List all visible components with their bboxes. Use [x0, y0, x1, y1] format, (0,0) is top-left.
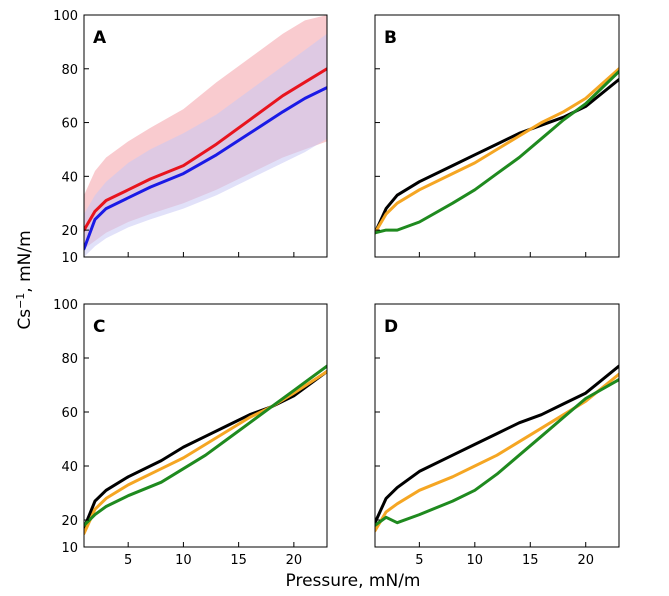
- x-tick-label-c: 5: [124, 553, 132, 568]
- panel-b: B: [374, 14, 620, 258]
- y-axis-label: Cs−1, mN/m: [14, 230, 36, 329]
- y-axis-label-exponent: −1: [14, 293, 27, 309]
- y-tick-label-c: 80: [61, 352, 78, 367]
- panel-d: 5 10 15 20 D: [374, 303, 620, 568]
- y-tick-label-a: 60: [61, 117, 78, 132]
- plot-area-d: [375, 364, 619, 533]
- series-green-b: [375, 70, 619, 235]
- axes-frame-b: [374, 14, 620, 258]
- panel-letter-a: A: [93, 28, 107, 48]
- x-axis-label: Pressure, mN/m: [286, 571, 421, 591]
- y-tick-label-c: 10: [61, 541, 78, 556]
- panel-a: 10 20 40 60 80 100 A: [53, 9, 328, 266]
- x-tick-label-c: 10: [175, 553, 192, 568]
- band-blue-a: [84, 33, 327, 257]
- x-tick-label-c: 15: [230, 553, 247, 568]
- series-black-b: [375, 78, 619, 235]
- plot-area-c: [84, 364, 327, 535]
- x-tick-label-d: 20: [577, 553, 594, 568]
- y-tick-label-a: 100: [53, 9, 78, 24]
- axes-frame-d: [374, 303, 620, 548]
- y-tick-label-c: 60: [61, 406, 78, 421]
- y-tick-label-a: 80: [61, 63, 78, 78]
- x-tick-label-c: 20: [286, 553, 303, 568]
- axes-frame-a: [83, 14, 328, 258]
- x-tick-label-d: 15: [522, 553, 539, 568]
- y-tick-label-c: 100: [53, 298, 78, 313]
- panel-letter-b: B: [384, 28, 397, 48]
- x-tick-label-d: 10: [467, 553, 484, 568]
- panel-letter-c: C: [93, 317, 105, 337]
- series-green-c: [84, 364, 327, 527]
- series-orange-b: [375, 67, 619, 235]
- plot-area-a: [84, 15, 327, 257]
- series-blue-a: [84, 86, 327, 251]
- axes-frame-c: [83, 303, 328, 548]
- panel-c: 10 20 40 60 80 100 5 10 15 20 C: [53, 298, 328, 568]
- y-axis-label-base: Cs: [15, 309, 35, 330]
- y-axis-label-unit: , mN/m: [15, 230, 35, 292]
- panel-letter-d: D: [384, 317, 398, 337]
- x-tick-label-d: 5: [415, 553, 423, 568]
- series-orange-d: [375, 372, 619, 533]
- series-orange-c: [84, 370, 327, 535]
- series-red-a: [84, 67, 327, 232]
- y-tick-label-a: 10: [61, 251, 78, 266]
- plot-area-b: [375, 67, 619, 235]
- y-tick-label-c: 40: [61, 460, 78, 475]
- series-green-d: [375, 378, 619, 527]
- y-tick-label-a: 40: [61, 170, 78, 185]
- y-tick-label-a: 20: [61, 224, 78, 239]
- series-black-d: [375, 364, 619, 525]
- y-tick-label-c: 20: [61, 514, 78, 529]
